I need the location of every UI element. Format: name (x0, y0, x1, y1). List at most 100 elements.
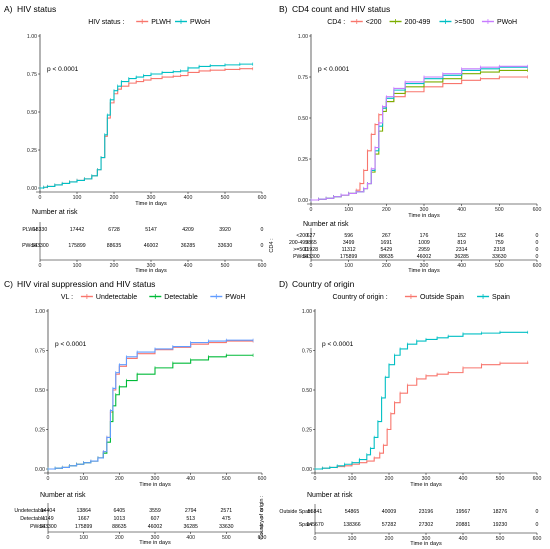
risk-x-axis-title: Time in days (410, 541, 442, 547)
x-tick-label: 300 (151, 476, 160, 482)
legend-item: Undetectable (96, 294, 137, 301)
risk-row-label: <200 (296, 233, 308, 239)
risk-cell: 6728 (108, 227, 120, 233)
risk-cell: 3499 (343, 240, 355, 246)
risk-row-label: PWoH (293, 254, 308, 260)
x-tick-label: 400 (184, 195, 193, 201)
p-value: p < 0.0001 (318, 66, 350, 73)
risk-cell: 88635 (107, 243, 122, 249)
censor-marks (39, 62, 254, 190)
series-line (311, 65, 528, 201)
x-axis-title: Time in days (135, 201, 167, 207)
x-tick-label: 300 (422, 476, 431, 482)
risk-cell: 36285 (181, 243, 196, 249)
risk-cell: 0 (261, 516, 264, 522)
x-tick-label: 400 (186, 476, 195, 482)
risk-cell: 0 (261, 227, 264, 233)
risk-row-label: PWoH (22, 243, 37, 249)
risk-x-tick-label: 0 (47, 535, 50, 541)
censor-marks (310, 68, 528, 202)
series-line (315, 362, 529, 470)
censor-marks (314, 330, 529, 471)
y-tick-label: 1.00 (35, 309, 45, 315)
risk-cell: 33630 (218, 243, 233, 249)
risk-row-label: Undetectable (14, 508, 45, 514)
risk-cell: 1013 (114, 516, 126, 522)
risk-cell: 152 (457, 233, 466, 239)
p-value: p < 0.0001 (47, 66, 79, 73)
risk-cell: 2571 (221, 508, 233, 514)
risk-cell: 2314 (456, 247, 468, 253)
risk-x-tick-label: 600 (258, 535, 267, 541)
risk-row-label: PLWH (22, 227, 37, 233)
risk-table-title: Number at risk (307, 492, 353, 499)
risk-x-tick-label: 100 (73, 263, 82, 269)
risk-x-axis-title: Time in days (139, 540, 171, 546)
x-axis-title: Time in days (139, 482, 171, 488)
panel-label: A) (4, 4, 13, 14)
x-tick-label: 500 (222, 476, 231, 482)
risk-cell: 759 (495, 240, 504, 246)
y-tick-label: 0.25 (298, 157, 308, 163)
panel-title: Country of origin (292, 279, 355, 289)
risk-cell: 607 (151, 516, 160, 522)
y-tick-label: 0.00 (35, 467, 45, 473)
risk-x-tick-label: 100 (344, 263, 353, 269)
risk-cell: 13864 (76, 508, 91, 514)
x-axis-title: Time in days (408, 213, 440, 219)
risk-cell: 0 (536, 509, 539, 515)
risk-cell: 2959 (418, 247, 430, 253)
y-tick-label: 0.50 (298, 116, 308, 122)
x-tick-label: 500 (496, 476, 505, 482)
panel-3: D) Country of origin Country of origin : Ou… (259, 279, 541, 547)
x-tick-label: 200 (115, 476, 124, 482)
y-tick-label: 0.25 (27, 148, 37, 154)
risk-cell: 88635 (379, 254, 394, 260)
risk-x-tick-label: 200 (110, 263, 119, 269)
legend: CD4 : <200 200-499 >=500 PWoH (327, 19, 517, 26)
x-tick-label: 600 (258, 476, 267, 482)
risk-cell: 1009 (418, 240, 430, 246)
legend-item: <200 (366, 19, 382, 26)
legend-item: PLWH (151, 19, 171, 26)
risk-cell: 0 (536, 233, 539, 239)
risk-cell: 46002 (148, 524, 163, 530)
risk-cell: 0 (536, 522, 539, 528)
legend: HIV status : PLWH PWoH (88, 19, 210, 26)
risk-cell: 176 (420, 233, 429, 239)
risk-cell: 5429 (381, 247, 393, 253)
x-tick-label: 100 (344, 207, 353, 213)
censor-marks (47, 338, 254, 471)
x-tick-label: 100 (79, 476, 88, 482)
y-tick-label: 0.75 (27, 72, 37, 78)
y-tick-label: 0.75 (302, 348, 312, 354)
risk-x-tick-label: 200 (115, 535, 124, 541)
y-tick-label: 1.00 (298, 34, 308, 40)
series-line (48, 340, 254, 470)
risk-x-tick-label: 300 (147, 263, 156, 269)
risk-cell: 475 (222, 516, 231, 522)
risk-cell: 18276 (493, 509, 508, 515)
risk-cell: 17442 (70, 227, 85, 233)
risk-cell: 267 (382, 233, 391, 239)
y-tick-label: 0.00 (27, 186, 37, 192)
legend-item: PWoH (225, 294, 245, 301)
risk-cell: 36285 (454, 254, 469, 260)
y-tick-label: 0.25 (302, 427, 312, 433)
x-tick-label: 300 (420, 207, 429, 213)
censor-marks (310, 65, 528, 202)
legend-item: Outside Spain (420, 294, 464, 301)
risk-cell: 0 (536, 240, 539, 246)
p-value: p < 0.0001 (322, 341, 354, 348)
x-tick-label: 400 (457, 207, 466, 213)
risk-x-tick-label: 0 (39, 263, 42, 269)
series-line (311, 76, 528, 201)
x-tick-label: 200 (382, 207, 391, 213)
censor-marks (310, 75, 528, 202)
x-axis-title: Time in days (410, 482, 442, 488)
x-tick-label: 600 (533, 207, 542, 213)
legend-item: PWoH (497, 19, 517, 26)
risk-x-tick-label: 200 (385, 536, 394, 542)
risk-cell: 5147 (145, 227, 157, 233)
